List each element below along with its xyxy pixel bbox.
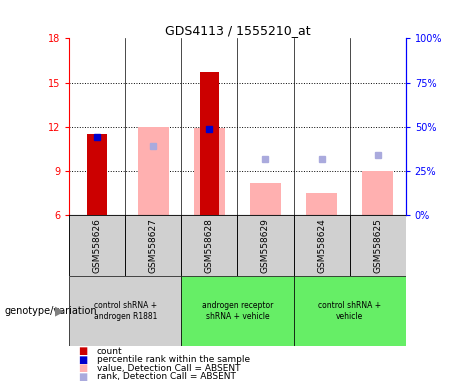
Text: value, Detection Call = ABSENT: value, Detection Call = ABSENT <box>97 364 240 373</box>
Bar <box>250 183 281 215</box>
FancyBboxPatch shape <box>294 215 349 276</box>
Text: GSM558629: GSM558629 <box>261 218 270 273</box>
FancyBboxPatch shape <box>69 276 181 346</box>
Text: count: count <box>97 347 123 356</box>
FancyBboxPatch shape <box>237 215 294 276</box>
Text: ■: ■ <box>78 372 88 382</box>
Text: rank, Detection Call = ABSENT: rank, Detection Call = ABSENT <box>97 372 236 381</box>
FancyBboxPatch shape <box>69 215 125 276</box>
Text: control shRNA +
androgen R1881: control shRNA + androgen R1881 <box>94 301 157 321</box>
FancyBboxPatch shape <box>181 276 294 346</box>
Text: ■: ■ <box>78 346 88 356</box>
Text: GSM558626: GSM558626 <box>93 218 102 273</box>
Bar <box>138 127 169 215</box>
Text: GSM558627: GSM558627 <box>149 218 158 273</box>
Text: ■: ■ <box>78 355 88 365</box>
Bar <box>306 193 337 215</box>
Text: GSM558624: GSM558624 <box>317 218 326 273</box>
Text: ▶: ▶ <box>55 305 65 318</box>
Bar <box>362 171 393 215</box>
Text: GSM558625: GSM558625 <box>373 218 382 273</box>
FancyBboxPatch shape <box>349 215 406 276</box>
Text: percentile rank within the sample: percentile rank within the sample <box>97 355 250 364</box>
FancyBboxPatch shape <box>181 215 237 276</box>
Text: androgen receptor
shRNA + vehicle: androgen receptor shRNA + vehicle <box>202 301 273 321</box>
Text: GSM558628: GSM558628 <box>205 218 214 273</box>
FancyBboxPatch shape <box>125 215 181 276</box>
FancyBboxPatch shape <box>294 276 406 346</box>
Bar <box>200 72 219 215</box>
Text: ■: ■ <box>78 363 88 373</box>
Text: control shRNA +
vehicle: control shRNA + vehicle <box>318 301 381 321</box>
Title: GDS4113 / 1555210_at: GDS4113 / 1555210_at <box>165 24 310 37</box>
Bar <box>88 134 107 215</box>
Bar <box>194 128 225 215</box>
Text: genotype/variation: genotype/variation <box>5 306 97 316</box>
